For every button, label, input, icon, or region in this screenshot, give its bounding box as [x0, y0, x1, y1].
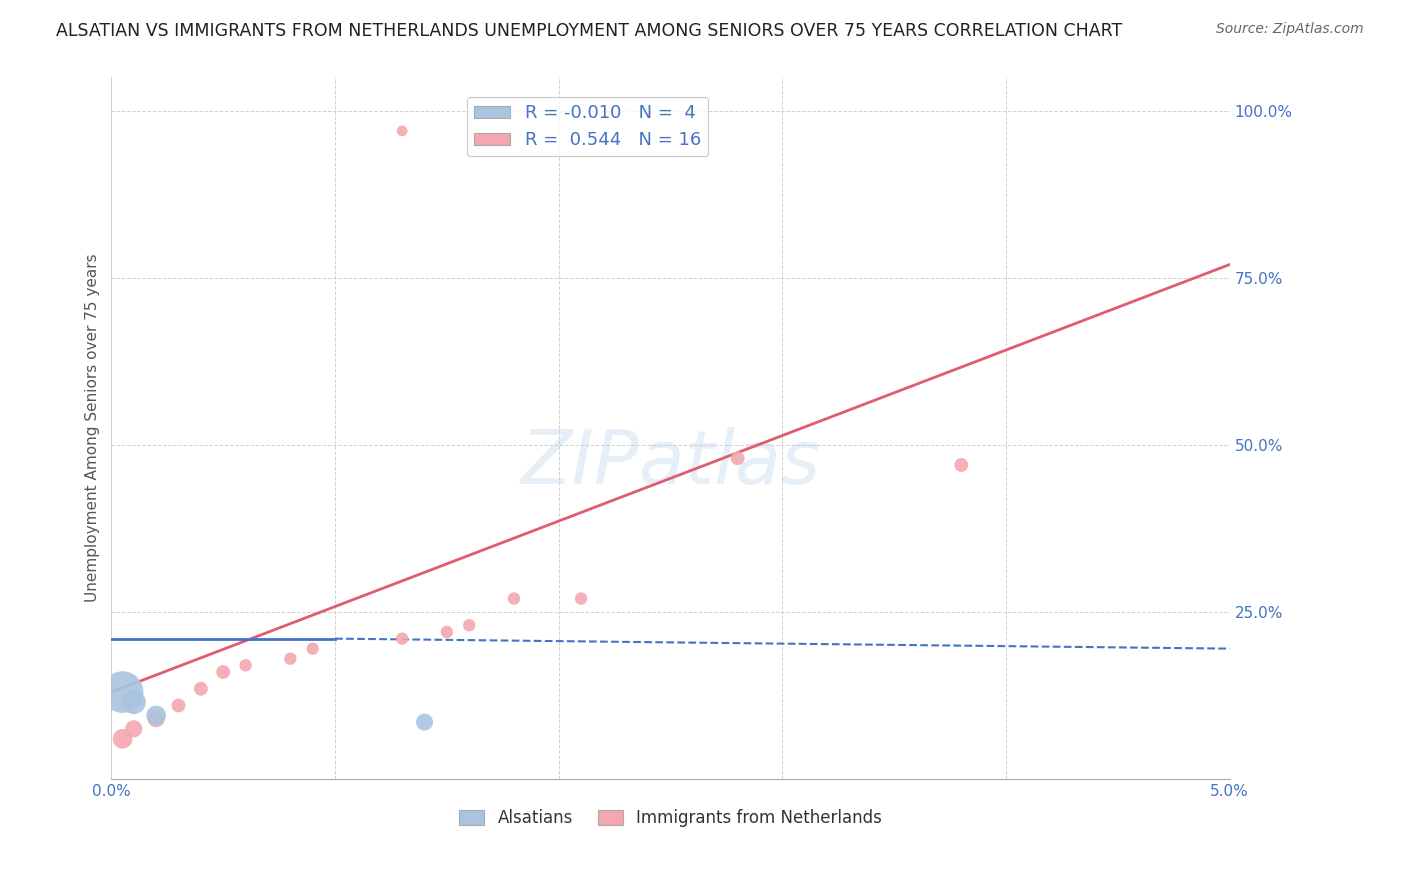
- Point: [212, 665, 235, 679]
- Point: [458, 618, 481, 632]
- Point: [167, 698, 190, 713]
- Point: [413, 715, 436, 730]
- Point: [122, 722, 145, 736]
- Point: [727, 451, 749, 466]
- Point: [301, 641, 323, 656]
- Point: [145, 712, 167, 726]
- Text: Source: ZipAtlas.com: Source: ZipAtlas.com: [1216, 22, 1364, 37]
- Point: [950, 458, 973, 472]
- Point: [190, 681, 212, 696]
- Point: [391, 124, 413, 138]
- Y-axis label: Unemployment Among Seniors over 75 years: Unemployment Among Seniors over 75 years: [86, 254, 100, 602]
- Point: [280, 651, 302, 665]
- Text: ZIPatlas: ZIPatlas: [520, 427, 821, 500]
- Point: [122, 695, 145, 709]
- Point: [503, 591, 526, 606]
- Point: [145, 708, 167, 723]
- Text: ALSATIAN VS IMMIGRANTS FROM NETHERLANDS UNEMPLOYMENT AMONG SENIORS OVER 75 YEARS: ALSATIAN VS IMMIGRANTS FROM NETHERLANDS …: [56, 22, 1122, 40]
- Point: [391, 632, 413, 646]
- Point: [111, 685, 134, 699]
- Point: [569, 591, 592, 606]
- Point: [235, 658, 257, 673]
- Legend: Alsatians, Immigrants from Netherlands: Alsatians, Immigrants from Netherlands: [453, 803, 889, 834]
- Point: [436, 624, 458, 639]
- Point: [111, 731, 134, 746]
